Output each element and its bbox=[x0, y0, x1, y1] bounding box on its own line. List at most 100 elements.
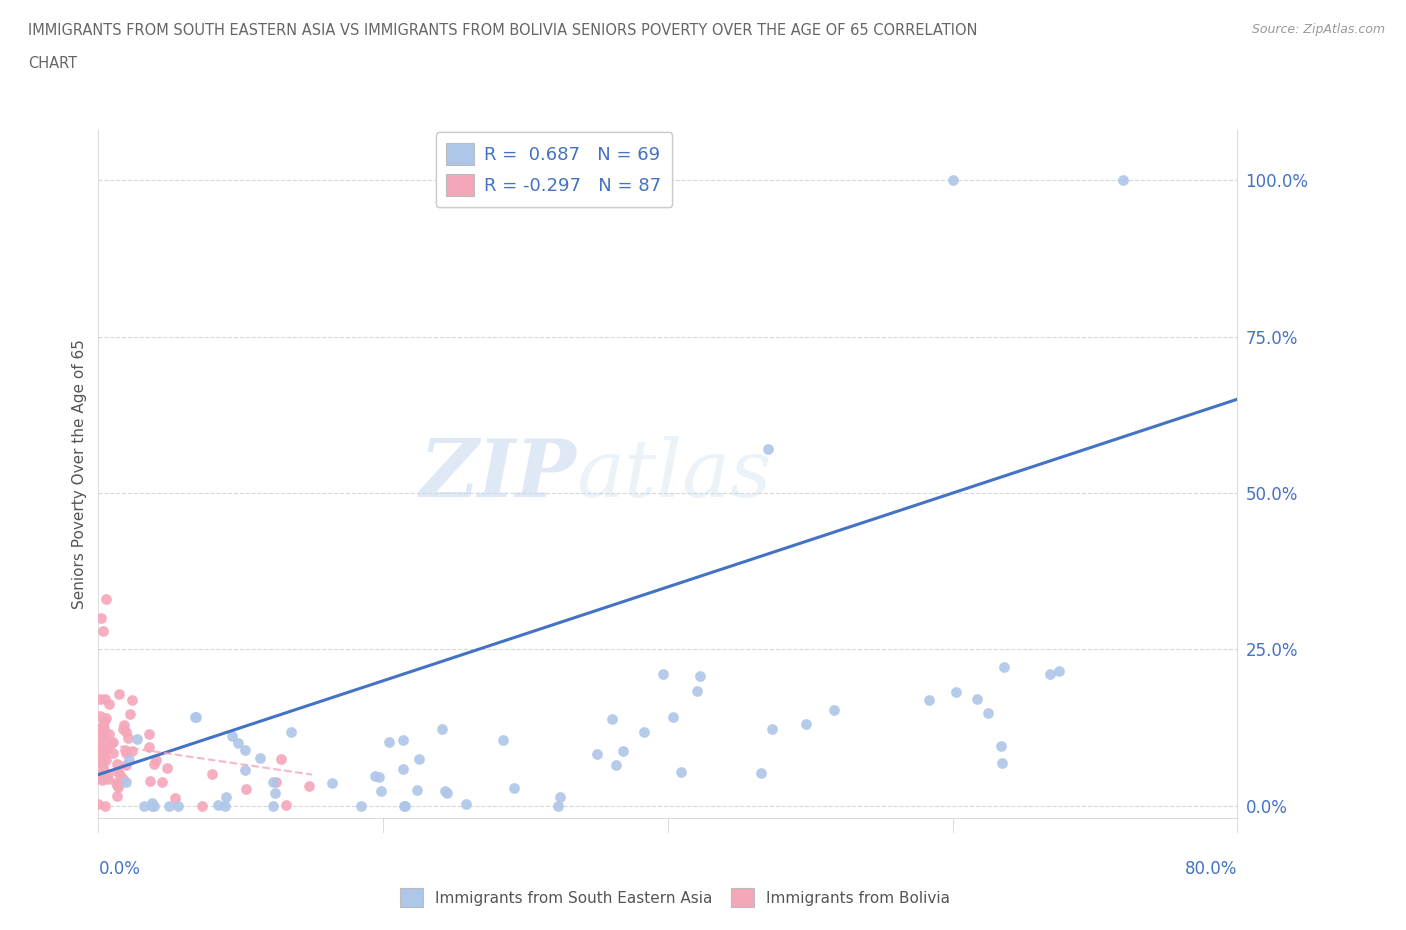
Point bbox=[502, 780, 524, 795]
Point bbox=[167, 799, 190, 814]
Text: Source: ZipAtlas.com: Source: ZipAtlas.com bbox=[1251, 23, 1385, 36]
Point bbox=[1039, 666, 1062, 681]
Point bbox=[107, 780, 129, 795]
Point bbox=[662, 710, 685, 724]
Legend: R =  0.687   N = 69, R = -0.297   N = 87: R = 0.687 N = 69, R = -0.297 N = 87 bbox=[436, 132, 672, 207]
Point bbox=[96, 711, 118, 725]
Point bbox=[91, 721, 114, 736]
Point bbox=[89, 709, 111, 724]
Point bbox=[142, 799, 165, 814]
Point bbox=[689, 669, 711, 684]
Point bbox=[93, 736, 115, 751]
Point bbox=[94, 771, 117, 786]
Point bbox=[761, 722, 783, 737]
Point bbox=[612, 743, 634, 758]
Point bbox=[132, 799, 155, 814]
Point bbox=[115, 757, 138, 772]
Point bbox=[118, 752, 141, 767]
Point bbox=[114, 743, 136, 758]
Text: CHART: CHART bbox=[28, 56, 77, 71]
Point bbox=[991, 756, 1014, 771]
Point bbox=[93, 721, 115, 736]
Point bbox=[91, 756, 114, 771]
Point bbox=[101, 745, 124, 760]
Point bbox=[104, 776, 127, 790]
Point bbox=[112, 722, 135, 737]
Point bbox=[110, 768, 132, 783]
Point bbox=[1112, 173, 1135, 188]
Point bbox=[121, 693, 143, 708]
Point bbox=[89, 747, 111, 762]
Point bbox=[90, 770, 112, 785]
Point bbox=[89, 755, 111, 770]
Point bbox=[408, 751, 430, 766]
Point bbox=[600, 711, 623, 726]
Point bbox=[378, 735, 401, 750]
Point bbox=[90, 611, 112, 626]
Point bbox=[97, 740, 120, 755]
Point bbox=[107, 764, 129, 779]
Point bbox=[125, 731, 148, 746]
Point bbox=[392, 733, 415, 748]
Point bbox=[107, 757, 129, 772]
Point bbox=[150, 775, 173, 790]
Point bbox=[406, 783, 429, 798]
Point bbox=[111, 772, 134, 787]
Point bbox=[367, 769, 389, 784]
Point bbox=[91, 623, 114, 638]
Point bbox=[93, 799, 115, 814]
Point bbox=[105, 789, 128, 804]
Point bbox=[138, 726, 160, 741]
Point bbox=[91, 741, 114, 756]
Point bbox=[89, 755, 111, 770]
Point bbox=[918, 692, 941, 707]
Point bbox=[942, 173, 965, 188]
Point bbox=[94, 592, 117, 607]
Point bbox=[91, 761, 114, 776]
Point bbox=[547, 799, 569, 814]
Point bbox=[97, 767, 120, 782]
Point bbox=[652, 667, 675, 682]
Point bbox=[1049, 663, 1071, 678]
Point bbox=[280, 724, 302, 739]
Point bbox=[141, 795, 163, 810]
Point bbox=[274, 798, 297, 813]
Point bbox=[89, 733, 111, 748]
Point bbox=[90, 768, 112, 783]
Legend: Immigrants from South Eastern Asia, Immigrants from Bolivia: Immigrants from South Eastern Asia, Immi… bbox=[394, 883, 956, 913]
Point bbox=[90, 728, 112, 743]
Point bbox=[93, 714, 115, 729]
Point bbox=[669, 764, 692, 779]
Point bbox=[394, 799, 416, 814]
Point bbox=[945, 684, 967, 699]
Point bbox=[91, 720, 114, 735]
Point bbox=[89, 771, 111, 786]
Point bbox=[184, 710, 207, 724]
Text: 0.0%: 0.0% bbox=[98, 859, 141, 878]
Point bbox=[492, 733, 515, 748]
Point bbox=[823, 702, 845, 717]
Point bbox=[207, 798, 229, 813]
Point bbox=[121, 744, 143, 759]
Point bbox=[432, 722, 454, 737]
Point bbox=[115, 746, 138, 761]
Point bbox=[221, 729, 243, 744]
Point bbox=[215, 790, 238, 804]
Point bbox=[233, 743, 256, 758]
Point bbox=[114, 775, 136, 790]
Point bbox=[605, 757, 627, 772]
Point bbox=[226, 736, 249, 751]
Y-axis label: Seniors Poverty Over the Age of 65: Seniors Poverty Over the Age of 65 bbox=[72, 339, 87, 609]
Point bbox=[94, 753, 117, 768]
Point bbox=[756, 442, 779, 457]
Point bbox=[139, 774, 162, 789]
Point bbox=[163, 790, 186, 805]
Point bbox=[89, 768, 111, 783]
Point bbox=[350, 799, 373, 814]
Point bbox=[89, 729, 111, 744]
Point bbox=[434, 784, 457, 799]
Point bbox=[749, 766, 772, 781]
Point bbox=[156, 761, 179, 776]
Point bbox=[633, 724, 655, 739]
Point bbox=[392, 762, 415, 777]
